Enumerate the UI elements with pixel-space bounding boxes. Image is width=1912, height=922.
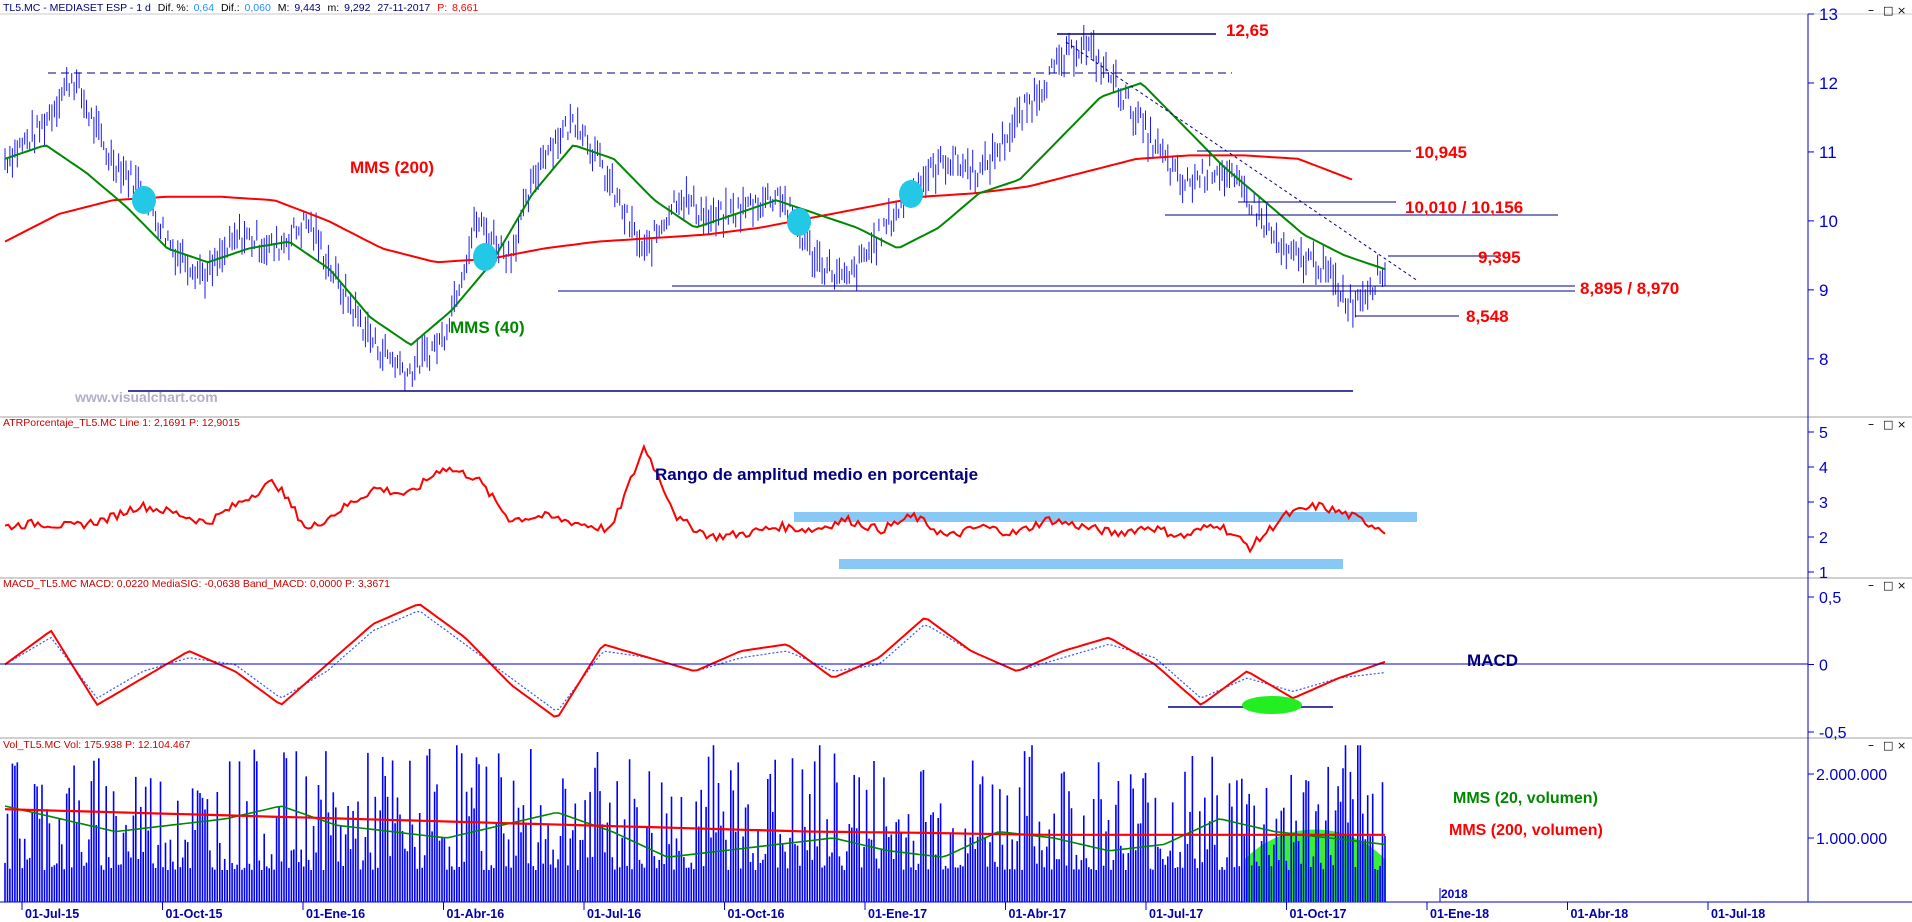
volume-y-tick-label: 1.000.000 — [1816, 831, 1887, 848]
atr-y-tick-label: 3 — [1819, 495, 1828, 512]
macd-y-tick-label: 0,5 — [1819, 590, 1841, 607]
volume-header: Vol_TL5.MC Vol: 175.938 P: 12.104.467 — [3, 739, 191, 751]
macd-close-icon[interactable]: × — [1897, 579, 1906, 592]
level-label-8548: 8,548 — [1466, 307, 1509, 326]
field-value-3: 9,292 — [344, 2, 370, 14]
level-label-10010: 10,010 / 10,156 — [1405, 198, 1523, 217]
atr-y-tick-label: 5 — [1819, 425, 1828, 442]
cross-marker-4 — [899, 180, 923, 208]
field-value-1: 0,060 — [245, 2, 271, 14]
price-annotations: MMS (200) MMS (40) 12,65 10,945 10,010 /… — [350, 21, 1679, 337]
volume-y-tick-label: 2.000.000 — [1816, 767, 1887, 784]
atr-line — [4, 443, 1386, 554]
field-label-1: Dif.: — [221, 2, 240, 14]
ma40-label: MMS (40) — [450, 318, 525, 337]
vol-minimize-icon[interactable]: – — [1868, 738, 1874, 752]
x-tick-label: 01-Jul-16 — [587, 907, 641, 921]
atr-close-icon[interactable]: × — [1897, 418, 1906, 431]
vol-ma200-label: MMS (200, volumen) — [1449, 822, 1603, 839]
field-value-4: 27-11-2017 — [377, 2, 430, 14]
x-tick-label: 01-Ene-16 — [306, 907, 365, 921]
x-tick-label: 01-Jul-15 — [25, 907, 79, 921]
close-icon[interactable]: × — [1897, 4, 1906, 17]
price-y-tick-label: 12 — [1819, 74, 1838, 93]
volume-ma20-line — [4, 805, 1386, 858]
price-series — [4, 25, 1386, 392]
cross-marker-2 — [473, 243, 497, 271]
cross-markers — [132, 180, 1302, 714]
x-axis-ticks: 01-Jul-15 01-Oct-15 01-Ene-16 01-Abr-16 01-J… — [21, 902, 1765, 921]
macd-minimize-icon[interactable]: – — [1868, 578, 1874, 592]
x-tick-label: 01-Abr-18 — [1571, 907, 1629, 921]
atr-upper-band — [794, 512, 1417, 522]
vol-ma20-label: MMS (20, volumen) — [1453, 790, 1598, 807]
atr-y-tick-label: 1 — [1819, 565, 1828, 582]
field-value-0: 0,64 — [194, 2, 215, 14]
level-label-8895: 8,895 / 8,970 — [1580, 279, 1679, 298]
price-y-tick-label: 13 — [1819, 5, 1838, 24]
vol-maximize-icon[interactable]: □ — [1883, 739, 1893, 752]
field-value-5: 8,661 — [452, 2, 478, 14]
y-axis-ticks: 8910111213123450,50-0,51.000.0002.000.00… — [1808, 5, 1887, 848]
field-label-0: Dif. %: — [158, 2, 189, 14]
field-label-2: M: — [278, 2, 290, 14]
volume-series — [4, 745, 1386, 902]
atr-header: ATRPorcentaje_TL5.MC Line 1: 2,1691 P: 1… — [3, 417, 240, 429]
x-tick-label: 01-Oct-15 — [166, 907, 223, 921]
atr-maximize-icon[interactable]: □ — [1883, 418, 1893, 431]
macd-maximize-icon[interactable]: □ — [1883, 579, 1893, 592]
x-tick-label: 01-Oct-17 — [1290, 907, 1347, 921]
price-header: TL5.MC - MEDIASET ESP - 1 d Dif. %: 0,64… — [3, 2, 478, 14]
atr-y-tick-label: 2 — [1819, 530, 1828, 547]
level-label-1265: 12,65 — [1226, 21, 1269, 40]
year-marker: 2018 — [1441, 887, 1468, 901]
field-label-3: m: — [328, 2, 340, 14]
level-label-9395: 9,395 — [1478, 248, 1521, 267]
ma40-line — [4, 82, 1386, 347]
macd-annotation: MACD — [1467, 651, 1518, 670]
field-label-5: P: — [437, 2, 447, 14]
macd-header: MACD_TL5.MC MACD: 0,0220 MediaSIG: -0,06… — [3, 578, 390, 590]
cross-marker-3 — [787, 208, 811, 236]
macd-y-tick-label: 0 — [1819, 658, 1828, 675]
macd-series — [4, 603, 1386, 718]
price-y-tick-label: 10 — [1819, 212, 1838, 231]
macd-y-tick-label: -0,5 — [1819, 725, 1847, 742]
price-header-text: TL5.MC - MEDIASET ESP - 1 d Dif. %: 0,64… — [3, 2, 478, 14]
x-tick-label: 01-Jul-17 — [1149, 907, 1203, 921]
price-symbol: TL5.MC - MEDIASET ESP - 1 d — [3, 2, 151, 14]
atr-minimize-icon[interactable]: – — [1868, 417, 1874, 431]
cross-marker-1 — [132, 186, 156, 214]
macd-line — [4, 603, 1386, 718]
price-y-tick-label: 8 — [1819, 350, 1828, 369]
x-tick-label: 01-Ene-17 — [868, 907, 927, 921]
x-tick-label: 01-Abr-17 — [1009, 907, 1067, 921]
x-tick-label: 01-Abr-16 — [447, 907, 505, 921]
trendline-dotted — [1065, 41, 1419, 282]
volume-ma200-line — [4, 808, 1385, 836]
atr-annotation: Rango de amplitud medio en porcentaje — [655, 465, 978, 484]
level-lines — [0, 33, 1808, 708]
x-tick-label: 01-Jul-18 — [1711, 907, 1765, 921]
atr-series — [4, 443, 1386, 554]
macd-highlight — [1242, 696, 1302, 714]
atr-y-tick-label: 4 — [1819, 460, 1828, 477]
level-label-10945: 10,945 — [1415, 143, 1467, 162]
minimize-icon[interactable]: – — [1868, 3, 1874, 17]
panel-window-controls[interactable]: – □ × – □ × – □ × – □ × — [1868, 3, 1906, 752]
watermark: www.visualchart.com — [74, 389, 218, 405]
atr-lower-band — [839, 559, 1343, 569]
x-tick-label: 01-Ene-18 — [1430, 907, 1489, 921]
price-y-tick-label: 9 — [1819, 281, 1828, 300]
price-y-tick-label: 11 — [1819, 143, 1837, 162]
field-value-2: 9,443 — [294, 2, 320, 14]
vol-close-icon[interactable]: × — [1897, 739, 1906, 752]
ma200-line — [4, 154, 1353, 264]
maximize-icon[interactable]: □ — [1883, 4, 1893, 17]
ma200-label: MMS (200) — [350, 158, 434, 177]
x-tick-label: 01-Oct-16 — [728, 907, 785, 921]
